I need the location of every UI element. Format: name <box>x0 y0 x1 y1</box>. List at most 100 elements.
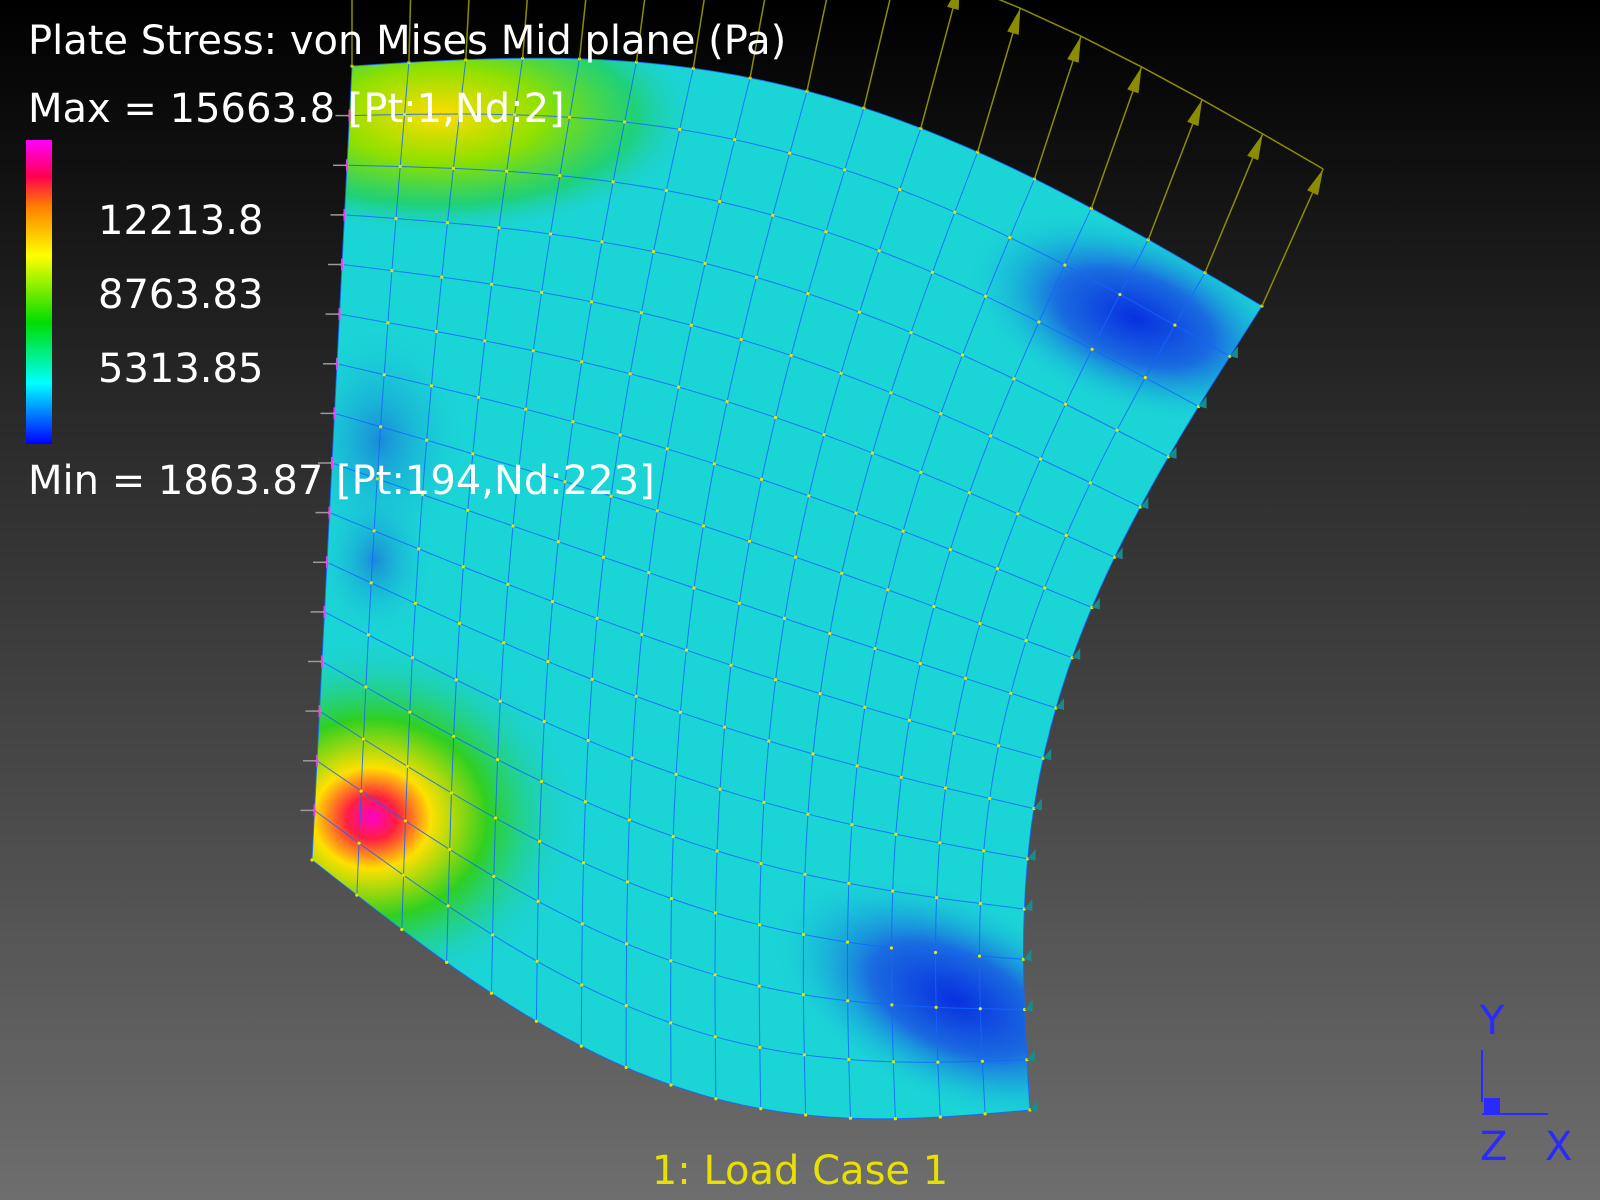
mesh-node <box>788 151 792 155</box>
mesh-node <box>933 950 938 955</box>
mesh-node <box>671 834 675 839</box>
edge-marker <box>1072 647 1081 660</box>
mesh-node <box>850 823 854 827</box>
mesh-node <box>898 187 902 192</box>
mesh-node <box>930 270 935 274</box>
mesh-node <box>739 337 743 342</box>
mesh-node <box>398 164 402 169</box>
mesh-node <box>893 1117 898 1121</box>
legend-tick-label: 5313.85 <box>98 346 264 392</box>
mesh-node <box>678 710 683 714</box>
mesh-node <box>943 786 948 790</box>
mesh-node <box>379 425 383 429</box>
mesh-node <box>669 1021 673 1025</box>
mesh-node <box>889 391 893 395</box>
mesh-node <box>466 508 470 512</box>
mesh-node <box>357 841 361 845</box>
mesh-node <box>506 582 510 587</box>
mesh-node <box>558 174 562 178</box>
mesh-node <box>445 960 449 965</box>
mesh-node <box>502 641 506 645</box>
mesh-node <box>811 752 815 756</box>
load-arrow-head <box>1187 99 1203 127</box>
mesh-node <box>405 764 410 769</box>
mesh-node <box>513 113 517 117</box>
mesh-node <box>586 738 590 743</box>
mesh-node <box>684 648 689 652</box>
mesh-node <box>623 120 627 124</box>
mesh-node <box>891 889 895 893</box>
edge-marker <box>1026 1049 1035 1062</box>
mesh-node <box>425 438 429 442</box>
max-value-label: Max = 15663.8 [Pt:1,Nd:2] <box>28 86 565 132</box>
mesh-node <box>889 946 894 950</box>
mesh-node <box>535 959 539 963</box>
load-arrows <box>351 0 1324 307</box>
load-arrow-shaft <box>692 0 705 69</box>
mesh-node <box>550 600 555 604</box>
mesh-node <box>568 115 572 119</box>
mesh-node <box>364 685 368 689</box>
mesh-node <box>715 849 719 853</box>
load-envelope-line <box>998 0 1324 170</box>
mesh-node <box>517 466 521 470</box>
mesh-node <box>618 433 622 437</box>
mesh-node <box>995 567 1000 571</box>
mesh-node <box>689 323 693 327</box>
mesh-node <box>448 847 452 852</box>
stress-contour-plate[interactable] <box>162 0 1337 1180</box>
mesh-node <box>847 1057 851 1062</box>
mesh-node <box>611 180 615 184</box>
mesh-node <box>1090 347 1094 351</box>
edge-marker <box>1023 949 1032 962</box>
mesh-node <box>935 896 939 900</box>
mesh-node <box>542 719 546 724</box>
min-value-label: Min = 1863.87 [Pt:194,Nd:223] <box>28 458 655 504</box>
mesh-node <box>634 694 638 698</box>
mesh-node <box>595 616 599 620</box>
load-arrow-shaft <box>578 0 587 59</box>
z-axis-marker <box>1484 1098 1500 1114</box>
mesh-node <box>390 269 394 273</box>
mesh-node <box>877 249 881 253</box>
mesh-node <box>1063 402 1068 406</box>
mesh-node <box>840 571 844 575</box>
load-arrow-shaft <box>806 0 828 92</box>
mesh-node <box>402 873 406 877</box>
mesh-node <box>1143 376 1147 380</box>
mesh-node <box>531 349 535 353</box>
edge-marker <box>1168 446 1177 459</box>
mesh-node <box>601 555 606 559</box>
mesh-node <box>665 447 669 451</box>
mesh-node <box>757 923 762 927</box>
edge-marker <box>1114 547 1123 560</box>
mesh-node <box>754 275 759 279</box>
mesh-node <box>713 911 718 915</box>
mesh-node <box>624 1004 628 1008</box>
mesh-node <box>759 861 763 866</box>
mesh-node <box>579 1044 583 1048</box>
mesh-node <box>733 138 737 142</box>
mesh-node <box>1037 320 1041 324</box>
mesh-node <box>806 812 810 816</box>
mesh-node <box>375 477 379 481</box>
mesh-node <box>556 540 560 544</box>
mesh-node <box>774 678 778 682</box>
mesh-node <box>651 250 656 254</box>
mesh-node <box>461 565 465 569</box>
mesh-node <box>496 758 500 762</box>
axis-triad[interactable] <box>1481 1050 1548 1115</box>
mesh-node <box>718 787 722 791</box>
mesh-node <box>967 491 971 495</box>
mesh-node <box>1063 263 1067 267</box>
mesh-node <box>664 188 668 193</box>
mesh-node <box>540 290 544 294</box>
mesh-node <box>537 839 542 844</box>
edge-marker <box>1033 798 1042 811</box>
mesh-node <box>1043 586 1047 590</box>
mesh-node <box>713 973 717 977</box>
mesh-node <box>490 282 494 286</box>
mesh-node <box>891 1060 896 1064</box>
mesh-node <box>498 699 502 703</box>
